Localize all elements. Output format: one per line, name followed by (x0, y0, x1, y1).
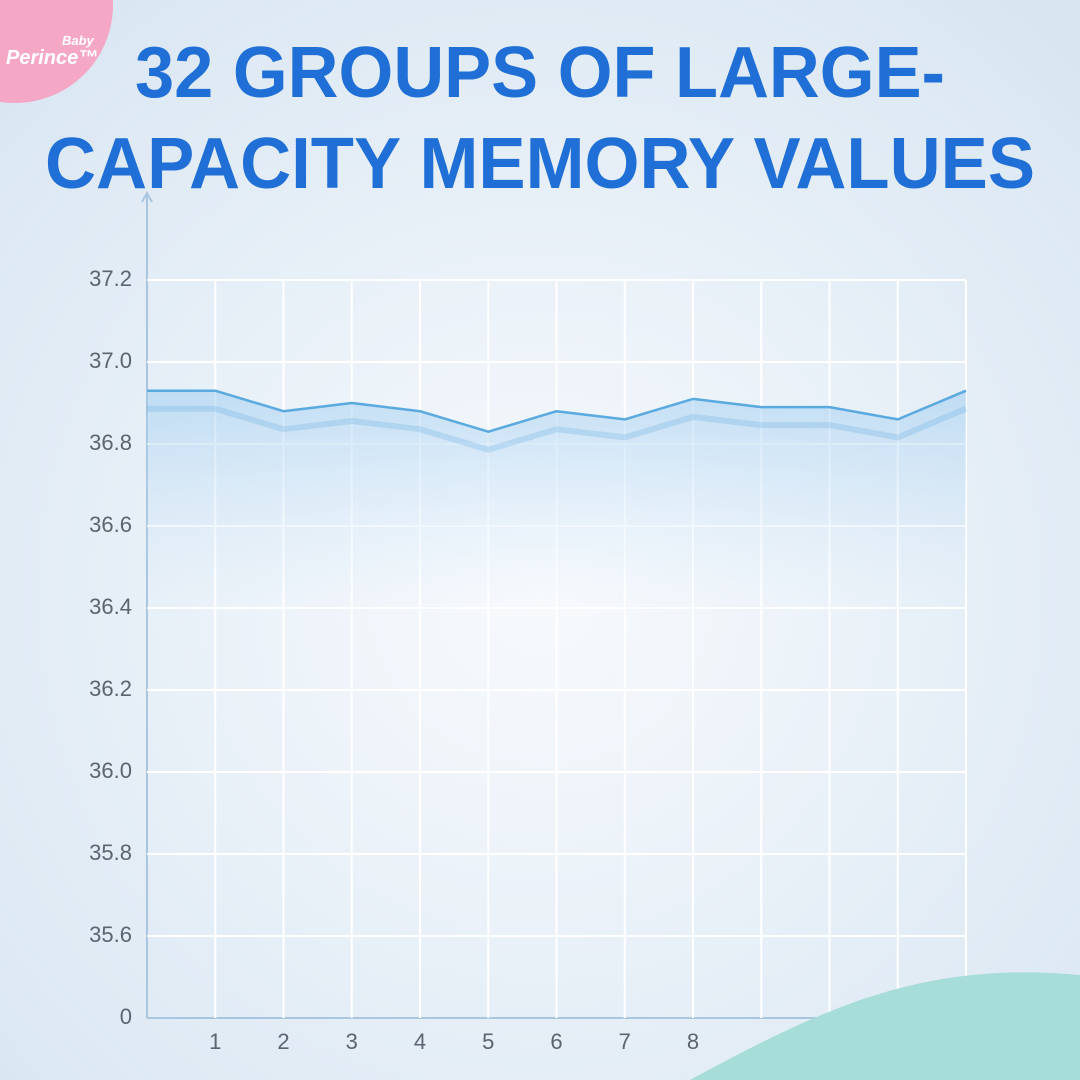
decor-wave (690, 972, 1080, 1080)
y-tick-label: 35.6 (89, 922, 132, 947)
line-shadow (147, 405, 968, 453)
x-tick-label: 7 (619, 1029, 631, 1054)
y-tick-label: 36.2 (89, 676, 132, 701)
x-tick-label: 5 (482, 1029, 494, 1054)
x-tick-label: 8 (687, 1029, 699, 1054)
line-area (147, 390, 966, 608)
y-tick-label: 0 (120, 1004, 132, 1029)
line (147, 389, 967, 433)
y-axis-arrow (141, 190, 153, 203)
y-tick-label: 36.6 (89, 512, 132, 537)
x-tick-label: 6 (550, 1029, 562, 1054)
logo-small: Baby (62, 33, 95, 48)
y-tick-label: 37.2 (89, 266, 132, 291)
y-tick-label: 36.0 (89, 758, 132, 783)
chart-title: CAPACITY MEMORY VALUES (45, 124, 1035, 204)
x-tick-label: 3 (346, 1029, 358, 1054)
x-tick-label: 1 (209, 1029, 221, 1054)
y-tick-label: 36.8 (89, 430, 132, 455)
y-tick-label: 37.0 (89, 348, 132, 373)
logo-name: Perince™ (6, 47, 98, 69)
x-tick-label: 2 (277, 1029, 289, 1054)
chart-title: 32 GROUPS OF LARGE- (135, 33, 945, 113)
y-tick-label: 35.8 (89, 840, 132, 865)
y-tick-label: 36.4 (89, 594, 132, 619)
logo-badge (0, 0, 113, 103)
x-tick-label: 4 (414, 1029, 426, 1054)
